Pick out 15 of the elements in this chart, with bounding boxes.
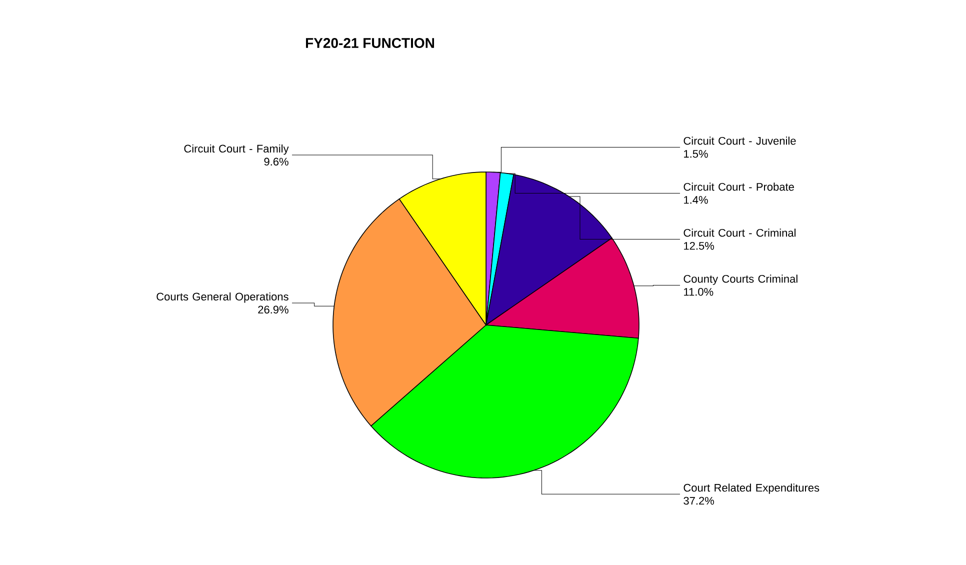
data-label: 9.6%	[264, 158, 288, 166]
data-label: 11.0%	[684, 288, 714, 296]
chart-title: FY20-21 FUNCTION	[306, 38, 434, 48]
slice-label: Circuit Court - Criminal	[684, 228, 796, 237]
data-label: 1.5%	[684, 150, 708, 158]
data-label: 37.2%	[684, 496, 714, 505]
data-label: 1.4%	[684, 196, 708, 204]
slice-label: Circuit Court - Juvenile	[684, 136, 796, 145]
slice-label: Circuit Court - Family	[184, 144, 289, 155]
data-label: 26.9%	[258, 306, 288, 314]
data-label: 12.5%	[684, 242, 714, 250]
slice-label: Courts General Operations	[156, 292, 288, 303]
slice-label: Court Related Expenditures	[684, 484, 820, 494]
slice-label: County Courts Criminal	[684, 274, 798, 285]
slice-label: Circuit Court - Probate	[684, 182, 794, 191]
